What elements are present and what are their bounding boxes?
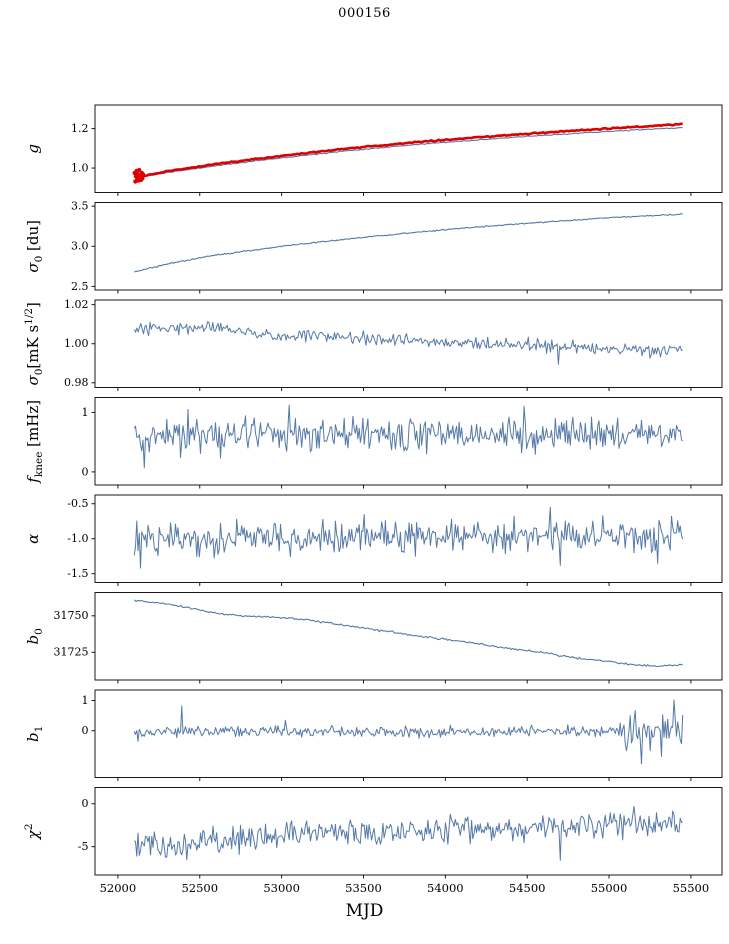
x-tick-label: 52000 — [100, 881, 137, 895]
y-axis-label-sigma0-mk: σ0[mK s1/2] — [23, 302, 45, 385]
panel-frame — [94, 689, 723, 778]
y-tick-label: 31725 — [54, 646, 89, 659]
y-tick-label: -1.5 — [67, 567, 88, 580]
panel-frame — [94, 299, 723, 388]
y-tick-label: 1.00 — [64, 337, 89, 350]
x-axis-label: MJD — [345, 901, 384, 921]
y-axis-label-b1: b1 — [24, 726, 45, 742]
panel-sigma0-du: 2.5 3.0 3.5 σ0 [du] — [24, 200, 723, 294]
panel-frame — [94, 592, 723, 681]
panel-sigma0-mk: 0.98 1.00 1.02 σ0[mK s1/2] — [23, 298, 723, 391]
series-alpha — [133, 506, 684, 569]
series-g-red — [133, 122, 683, 179]
x-tick-label: 54500 — [509, 881, 546, 895]
y-tick-label: 1 — [82, 406, 89, 419]
y-axis-label-sigma0-du: σ0 [du] — [24, 220, 45, 273]
panel-chi2: -5 0 52000 52500 53000 53500 54000 54500 55000 55… — [23, 787, 723, 895]
series-b0 — [133, 599, 683, 668]
panel-g: 1.0 1.2 g — [24, 104, 723, 196]
y-tick-label: 31750 — [54, 609, 89, 622]
panel-frame — [94, 202, 723, 291]
figure-title: 000156 — [338, 6, 391, 21]
series-g-smooth — [134, 127, 683, 180]
y-tick-label: 0 — [82, 724, 89, 737]
y-axis-label-alpha: α — [24, 534, 42, 544]
x-tick-label: 53500 — [345, 881, 382, 895]
y-axis-label-g: g — [24, 144, 42, 154]
y-axis-label-chi2: χ2 — [23, 823, 42, 840]
y-tick-label: -1.0 — [67, 532, 88, 545]
x-tick-label: 55000 — [591, 881, 628, 895]
x-tick-label: 53000 — [263, 881, 300, 895]
panel-frame — [94, 787, 723, 876]
series-b1 — [133, 699, 684, 765]
panel-b0: 31725 31750 b0 — [24, 592, 723, 684]
series-sigma0-du — [134, 213, 683, 273]
y-tick-label: 2.5 — [71, 280, 89, 293]
panel-frame — [94, 397, 723, 486]
y-tick-label: 0.98 — [64, 376, 89, 389]
y-axis-label-b0: b0 — [24, 628, 45, 644]
x-tick-label: 55500 — [673, 881, 710, 895]
y-tick-label: 0 — [82, 465, 89, 478]
y-tick-label: 1 — [82, 694, 89, 707]
y-tick-label: 0 — [82, 797, 89, 810]
x-tick-label: 52500 — [181, 881, 218, 895]
series-fknee — [133, 404, 684, 469]
y-tick-label: -5 — [78, 840, 89, 853]
y-tick-label: 1.0 — [71, 161, 89, 174]
series-sigma0-mk — [133, 321, 683, 365]
series-g-red-marker — [140, 176, 145, 181]
panel-alpha: -1.5 -1.0 -0.5 α — [24, 494, 723, 586]
y-axis-label-fknee: fknee [mHz] — [24, 400, 45, 484]
y-tick-label: 3.0 — [71, 240, 89, 253]
y-tick-label: 1.2 — [71, 122, 89, 135]
series-g-red-marker — [141, 172, 146, 177]
y-tick-label: 3.5 — [71, 200, 89, 213]
panel-b1: 0 1 b1 — [24, 689, 723, 781]
panel-fknee: 0 1 fknee [mHz] — [24, 397, 723, 489]
y-tick-label: -0.5 — [67, 497, 88, 510]
x-tick-label: 54000 — [427, 881, 464, 895]
series-chi2 — [134, 805, 683, 861]
y-tick-label: 1.02 — [64, 298, 89, 311]
panel-frame — [94, 104, 723, 193]
series-g-red-marker — [137, 167, 142, 173]
